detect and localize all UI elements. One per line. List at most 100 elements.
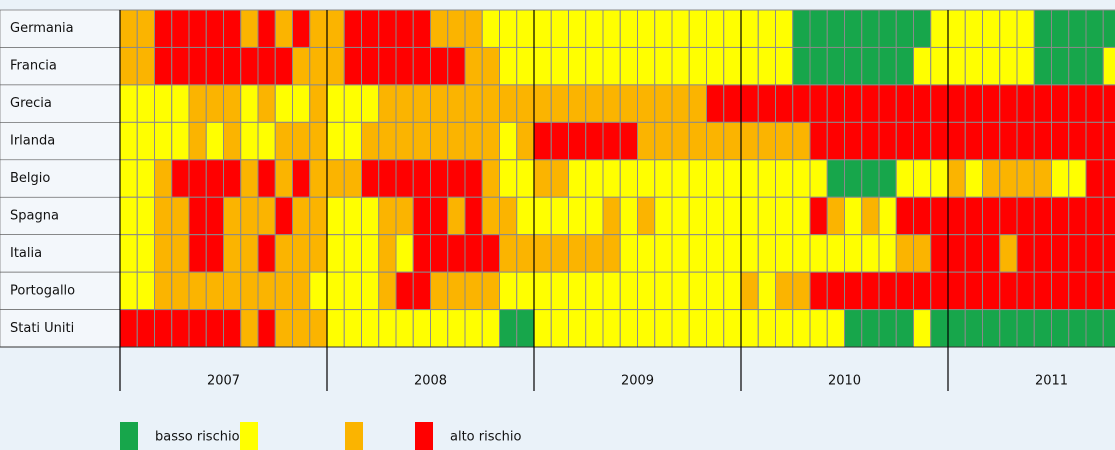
heat-cell [792, 271, 811, 311]
heat-cell [671, 196, 690, 236]
heat-cell [999, 9, 1018, 48]
heat-cell [464, 159, 483, 198]
heat-cell [395, 159, 414, 198]
row-label: Francia [10, 59, 57, 74]
heat-cell [930, 234, 949, 273]
heat-cell [1102, 121, 1115, 161]
heat-cell [1085, 46, 1104, 86]
heat-cell [326, 159, 345, 198]
heat-cell [119, 46, 138, 86]
heat-cell [430, 121, 449, 161]
heat-cell [1016, 46, 1035, 86]
heat-cell [1033, 309, 1052, 348]
heat-cell [723, 9, 742, 48]
heat-cell [1051, 9, 1070, 48]
heat-cell [1068, 309, 1087, 348]
heat-cell [309, 234, 328, 273]
heat-cell [1102, 9, 1115, 48]
heat-cell [775, 84, 794, 123]
heat-cell [378, 159, 397, 198]
heat-cell [412, 196, 431, 236]
heat-cell [1016, 159, 1035, 198]
heat-cell [516, 196, 535, 236]
heat-cell [723, 234, 742, 273]
heat-cell [1085, 271, 1104, 311]
heat-cell [913, 271, 932, 311]
heat-cell [240, 159, 259, 198]
heat-cell [499, 9, 518, 48]
heat-cell [188, 159, 207, 198]
heat-cell [964, 121, 983, 161]
heat-cell [171, 84, 190, 123]
heat-cell [1051, 84, 1070, 123]
heat-cell [171, 159, 190, 198]
heat-cell [395, 84, 414, 123]
heat-cell [688, 9, 707, 48]
heat-cell [119, 121, 138, 161]
heat-cell [637, 234, 656, 273]
heat-cell [878, 84, 897, 123]
heat-cell [395, 196, 414, 236]
heat-cell [637, 196, 656, 236]
heat-cell [516, 9, 535, 48]
heat-cell [895, 196, 914, 236]
heat-cell [775, 121, 794, 161]
heat-cell [343, 271, 362, 311]
heat-cell [154, 9, 173, 48]
heat-cell [119, 196, 138, 236]
heat-cell [292, 9, 311, 48]
heat-cell [1085, 234, 1104, 273]
heat-cell [1068, 196, 1087, 236]
heat-cell [326, 121, 345, 161]
heat-cell [223, 309, 242, 348]
heat-cell [844, 84, 863, 123]
heat-cell [481, 159, 500, 198]
heat-cell [964, 196, 983, 236]
heat-cell [240, 84, 259, 123]
heat-cell [619, 271, 638, 311]
heat-cell [274, 271, 293, 311]
heat-cell [292, 121, 311, 161]
heat-cell [550, 46, 569, 86]
row-label-cell [0, 84, 121, 123]
heat-cell [1033, 196, 1052, 236]
heat-cell [395, 271, 414, 311]
heat-cell [309, 271, 328, 311]
heat-cell [740, 234, 759, 273]
heat-cell [844, 309, 863, 348]
heat-cell [826, 46, 845, 86]
heat-cell [775, 46, 794, 86]
heat-cell [447, 9, 466, 48]
heat-cell [395, 9, 414, 48]
heat-cell [585, 196, 604, 236]
heat-cell [930, 271, 949, 311]
heat-cell [861, 271, 880, 311]
heat-cell [602, 309, 621, 348]
heat-cell [878, 121, 897, 161]
heat-cell [447, 309, 466, 348]
heat-cell [585, 84, 604, 123]
heat-cell [947, 46, 966, 86]
heat-cell [826, 9, 845, 48]
heat-cell [982, 9, 1001, 48]
heat-cell [447, 121, 466, 161]
heat-cell [826, 196, 845, 236]
row-label-cell [0, 271, 121, 310]
heat-cell [688, 159, 707, 198]
heat-cell [430, 309, 449, 348]
heat-cell [861, 9, 880, 48]
heat-cell [585, 121, 604, 161]
heat-cell [706, 121, 725, 161]
heat-cell [740, 46, 759, 86]
heat-cell [878, 196, 897, 236]
heat-cell [964, 309, 983, 348]
heat-cell [861, 46, 880, 86]
heat-cell [533, 159, 552, 198]
heat-cell [844, 159, 863, 198]
heat-cell [723, 271, 742, 311]
row-label: Irlanda [10, 134, 55, 149]
heat-cell [154, 271, 173, 311]
heat-cell [723, 46, 742, 86]
heat-cell [292, 159, 311, 198]
heat-cell [982, 271, 1001, 311]
